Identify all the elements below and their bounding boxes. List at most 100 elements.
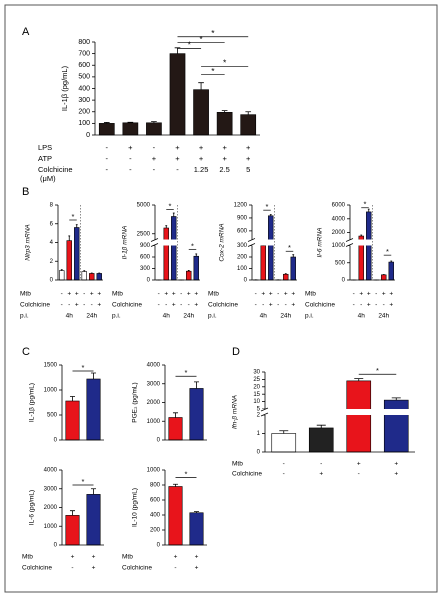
bar xyxy=(86,494,101,546)
significance-star: * xyxy=(199,34,203,44)
row-value: + xyxy=(97,291,101,298)
row-value: 24h xyxy=(280,313,291,320)
bar xyxy=(308,427,334,453)
y-tick-label: 30 xyxy=(253,370,260,376)
row-value: + xyxy=(246,154,251,163)
y-tick-label: 700 xyxy=(78,50,90,57)
row-label: Colchicine xyxy=(22,565,52,572)
row-value: + xyxy=(222,143,227,152)
row-value: + xyxy=(187,291,191,298)
row-value: - xyxy=(158,302,160,309)
y-tick-label: 200 xyxy=(150,528,161,534)
error-bar xyxy=(68,235,71,241)
y-tick-label: 600 xyxy=(150,498,161,504)
row-value: - xyxy=(176,165,179,174)
y-tick-label: 0 xyxy=(50,278,54,284)
significance-star: * xyxy=(82,477,85,486)
row-label: Colchicine xyxy=(38,165,73,174)
error-bar xyxy=(83,270,86,272)
y-tick-label: 1200 xyxy=(234,203,248,209)
row-value: + xyxy=(75,302,79,309)
y-tick-label: 800 xyxy=(78,39,90,46)
panel-label: B xyxy=(22,186,29,198)
error-bar xyxy=(193,511,200,513)
y-tick-label: 1000 xyxy=(44,388,58,394)
axis-break-gap xyxy=(248,239,295,246)
row-value: - xyxy=(174,565,176,572)
row-label: p.i. xyxy=(112,313,121,320)
bar xyxy=(65,515,80,546)
significance-star: * xyxy=(211,66,215,76)
row-value: - xyxy=(255,291,257,298)
y-tick-label: 8 xyxy=(50,203,54,209)
y-tick-label: 2500 xyxy=(137,231,151,237)
row-value: + xyxy=(389,302,393,309)
significance-star: * xyxy=(211,28,215,38)
row-label: Mtb xyxy=(305,291,316,298)
row-label: p.i. xyxy=(305,313,314,320)
error-bar xyxy=(165,225,168,228)
y-tick-label: 0 xyxy=(147,278,151,284)
significance-star: * xyxy=(188,40,192,50)
error-bar xyxy=(103,122,110,124)
row-value: + xyxy=(92,565,96,572)
significance-star: * xyxy=(191,241,194,250)
row-value: + xyxy=(175,154,180,163)
row-label: Mtb xyxy=(122,554,133,561)
significance-star: * xyxy=(288,243,291,252)
error-bar xyxy=(198,82,204,90)
bar xyxy=(168,486,183,546)
panel-label: D xyxy=(232,346,240,358)
row-value: 5 xyxy=(246,165,250,174)
row-value: + xyxy=(222,154,227,163)
bar xyxy=(59,270,65,281)
row-value: + xyxy=(269,291,273,298)
error-bar xyxy=(172,412,179,418)
y-tick-label: 0 xyxy=(257,450,261,456)
row-value: - xyxy=(129,154,132,163)
row-value: - xyxy=(320,461,322,468)
error-bar xyxy=(367,208,370,212)
row-value: + xyxy=(175,143,180,152)
y-tick-label: 100 xyxy=(237,266,248,272)
row-value: + xyxy=(269,302,273,309)
row-value: + xyxy=(367,302,371,309)
bar xyxy=(189,512,204,546)
row-value: + xyxy=(357,461,361,468)
error-bar xyxy=(316,424,326,428)
bar xyxy=(240,114,257,136)
y-tick-label: 200 xyxy=(237,255,248,261)
row-label: Colchicine xyxy=(20,302,50,309)
row-value: + xyxy=(152,154,157,163)
row-value: - xyxy=(165,302,167,309)
error-bar xyxy=(151,121,157,123)
y-axis-label: Il-6 mRNA xyxy=(317,228,324,258)
row-value: + xyxy=(128,143,133,152)
y-tick-label: 10 xyxy=(253,399,260,405)
row-value: + xyxy=(164,291,168,298)
axis-break-gap xyxy=(261,409,413,415)
significance-star: * xyxy=(376,366,379,375)
error-bar xyxy=(391,397,401,401)
row-value: - xyxy=(106,165,109,174)
y-tick-label: 4000 xyxy=(44,468,58,474)
error-bar xyxy=(187,270,190,272)
row-label: ATP xyxy=(38,154,52,163)
bar xyxy=(268,215,274,281)
bar xyxy=(74,227,80,281)
row-value: - xyxy=(153,143,156,152)
row-value: 2.5 xyxy=(219,165,229,174)
row-value: - xyxy=(188,302,190,309)
row-value: + xyxy=(199,154,204,163)
y-tick-label: 500 xyxy=(78,74,90,81)
bar xyxy=(290,256,296,281)
error-bar xyxy=(90,372,97,379)
error-bar xyxy=(174,47,181,54)
bar xyxy=(98,123,115,136)
axis-break-gap xyxy=(151,239,198,246)
y-tick-label: 500 xyxy=(47,413,58,419)
y-tick-label: 0 xyxy=(157,438,161,444)
row-value: - xyxy=(277,291,279,298)
row-value: - xyxy=(262,302,264,309)
y-tick-label: 900 xyxy=(140,243,151,249)
